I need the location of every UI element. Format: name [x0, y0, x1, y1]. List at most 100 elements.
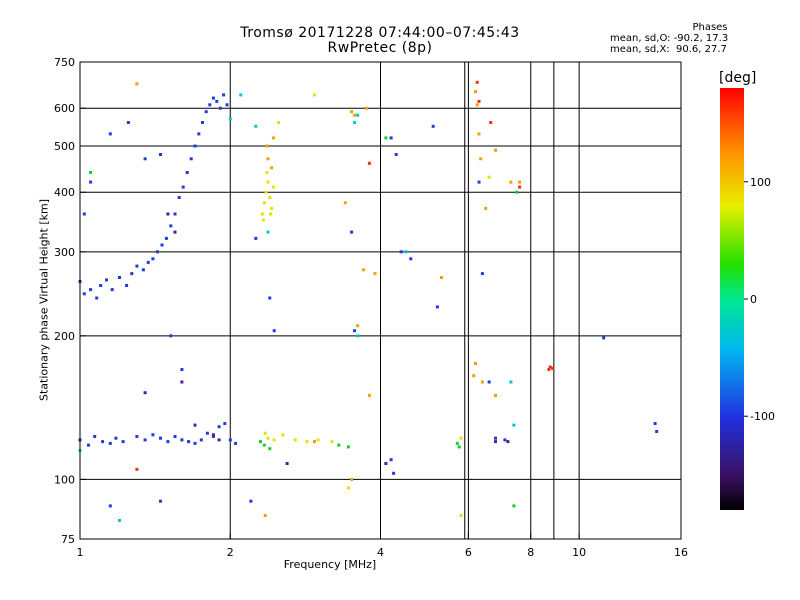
data-point	[353, 113, 357, 117]
data-point	[477, 132, 481, 136]
data-point	[89, 288, 93, 292]
data-point	[346, 445, 350, 449]
data-point	[480, 380, 484, 384]
data-point	[365, 106, 368, 110]
data-point	[118, 519, 121, 522]
phase-stats-x-mode: mean, sd,X: 90.6, 27.7	[610, 44, 727, 55]
data-point	[193, 441, 197, 445]
data-point	[218, 106, 222, 110]
data-point	[181, 185, 185, 189]
data-point	[265, 171, 269, 174]
data-point	[506, 440, 510, 444]
colorbar-tick-label: -100	[750, 410, 775, 423]
data-point	[475, 80, 479, 84]
data-point	[509, 380, 513, 384]
data-point	[459, 514, 463, 517]
data-point	[350, 477, 354, 481]
data-point	[362, 268, 366, 272]
data-point	[211, 96, 215, 100]
data-point	[277, 121, 281, 124]
data-point	[392, 471, 396, 475]
data-point	[208, 103, 212, 107]
y-tick-label: 500	[54, 140, 75, 153]
colorbar	[720, 88, 744, 510]
data-point	[82, 292, 86, 296]
data-point	[101, 440, 105, 444]
data-point	[159, 436, 162, 440]
data-point	[457, 445, 461, 449]
data-point	[141, 268, 145, 272]
data-point	[211, 435, 215, 438]
data-point	[281, 433, 285, 437]
data-point	[197, 132, 201, 136]
data-point	[89, 171, 93, 174]
data-point	[130, 272, 134, 276]
data-point	[350, 110, 354, 114]
data-point	[228, 117, 232, 121]
y-tick-label: 600	[54, 102, 75, 115]
data-point	[602, 336, 606, 340]
data-point	[389, 136, 393, 140]
y-tick-label: 750	[54, 56, 75, 69]
data-point	[263, 514, 267, 517]
data-point	[509, 180, 513, 184]
data-point	[166, 212, 170, 216]
data-point	[121, 440, 125, 444]
x-tick-label: 6	[465, 546, 472, 559]
data-point	[394, 153, 398, 156]
x-tick-label: 4	[377, 546, 384, 559]
data-point	[180, 368, 184, 371]
data-point	[151, 433, 155, 437]
data-point	[118, 276, 121, 279]
data-point	[262, 201, 266, 205]
data-point	[108, 132, 112, 136]
data-point	[160, 243, 164, 247]
data-point	[409, 257, 413, 261]
data-point	[487, 380, 491, 384]
data-point	[435, 305, 439, 309]
data-point	[93, 435, 97, 438]
data-point	[264, 190, 268, 194]
data-point	[135, 82, 139, 86]
data-point	[82, 212, 86, 216]
data-point	[266, 436, 270, 440]
phase-stats-title: Phases	[692, 22, 728, 33]
data-point	[169, 224, 173, 228]
data-point	[655, 430, 659, 433]
data-point	[266, 180, 270, 184]
data-point	[261, 218, 265, 222]
data-point	[512, 423, 516, 427]
data-point	[205, 431, 209, 435]
data-point	[367, 393, 371, 397]
x-axis-label: Frequency [MHz]	[283, 558, 377, 571]
y-tick-label: 300	[54, 246, 75, 259]
data-point	[239, 93, 243, 97]
data-point	[515, 190, 519, 194]
colorbar-tick-label: 100	[750, 176, 771, 189]
data-point	[455, 441, 459, 445]
axis-ticks: 1 2 4 6 8 10 16 75 100 200 300 400 500 600 750	[54, 56, 688, 559]
data-point	[135, 264, 139, 268]
data-point	[494, 148, 497, 152]
data-point	[313, 440, 316, 444]
data-point	[228, 438, 232, 442]
data-point	[259, 440, 262, 444]
y-tick-label: 400	[54, 186, 75, 199]
data-point	[353, 121, 357, 124]
data-point	[518, 185, 522, 189]
data-point	[105, 278, 108, 282]
data-point	[173, 230, 177, 234]
data-point	[151, 257, 155, 261]
data-point	[146, 260, 150, 264]
data-point	[223, 422, 227, 425]
data-point	[272, 438, 276, 442]
data-point	[373, 272, 377, 276]
phase-stats-o-mode: mean, sd,O: -90.2, 17.3	[610, 33, 729, 44]
data-point	[180, 380, 184, 384]
data-point	[169, 334, 173, 338]
data-point	[479, 157, 483, 161]
data-point	[484, 206, 488, 210]
data-point	[356, 334, 360, 338]
data-point	[217, 425, 221, 429]
data-point	[313, 93, 316, 97]
